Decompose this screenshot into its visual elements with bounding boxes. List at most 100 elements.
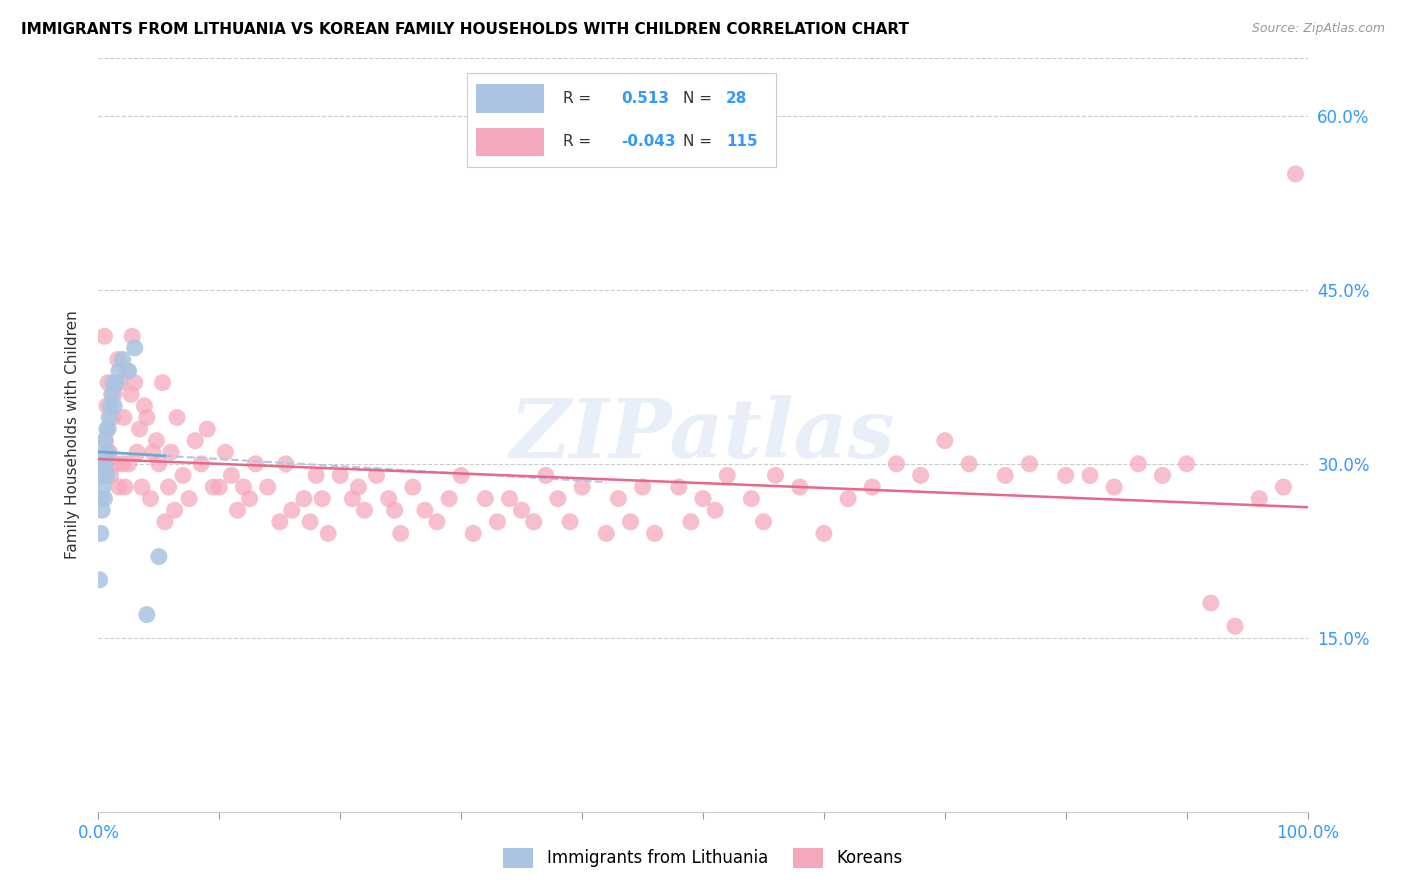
Point	[145, 434, 167, 448]
Point	[142, 445, 165, 459]
Point	[118, 364, 141, 378]
Point	[558, 515, 581, 529]
Point	[128, 422, 150, 436]
Point	[96, 468, 118, 483]
Point	[256, 480, 278, 494]
Y-axis label: Family Households with Children: Family Households with Children	[65, 310, 80, 559]
Point	[384, 503, 406, 517]
Point	[752, 515, 775, 529]
Point	[329, 468, 352, 483]
Point	[105, 376, 128, 390]
Point	[100, 399, 122, 413]
Point	[97, 445, 120, 459]
Point	[299, 515, 322, 529]
Text: ZIPatlas: ZIPatlas	[510, 395, 896, 475]
Point	[789, 480, 811, 494]
Point	[93, 329, 115, 343]
Point	[1102, 480, 1125, 494]
Point	[311, 491, 333, 506]
Point	[94, 445, 117, 459]
Point	[692, 491, 714, 506]
Point	[498, 491, 520, 506]
Point	[160, 445, 183, 459]
Point	[91, 503, 114, 517]
Point	[413, 503, 436, 517]
Point	[112, 410, 135, 425]
Point	[474, 491, 496, 506]
Point	[139, 491, 162, 506]
Point	[124, 341, 146, 355]
Point	[179, 491, 201, 506]
Point	[120, 387, 142, 401]
Point	[305, 468, 328, 483]
Point	[860, 480, 883, 494]
Point	[166, 410, 188, 425]
Point	[97, 376, 120, 390]
Point	[239, 491, 262, 506]
Point	[886, 457, 908, 471]
Point	[232, 480, 254, 494]
Point	[127, 445, 149, 459]
Point	[679, 515, 702, 529]
Point	[111, 457, 134, 471]
Point	[347, 480, 370, 494]
Point	[105, 457, 128, 471]
Point	[377, 491, 399, 506]
Point	[221, 468, 243, 483]
Point	[124, 376, 146, 390]
Point	[89, 573, 111, 587]
Point	[934, 434, 956, 448]
Point	[118, 457, 141, 471]
Point	[910, 468, 932, 483]
Point	[668, 480, 690, 494]
Text: Source: ZipAtlas.com: Source: ZipAtlas.com	[1251, 22, 1385, 36]
Point	[765, 468, 787, 483]
Point	[97, 422, 120, 436]
Point	[813, 526, 835, 541]
Point	[108, 364, 131, 378]
Point	[353, 503, 375, 517]
Point	[1054, 468, 1077, 483]
Point	[103, 399, 125, 413]
Point	[134, 399, 156, 413]
Point	[281, 503, 304, 517]
Legend: Immigrants from Lithuania, Koreans: Immigrants from Lithuania, Koreans	[496, 841, 910, 875]
Point	[190, 457, 212, 471]
Point	[1128, 457, 1150, 471]
Point	[1272, 480, 1295, 494]
Point	[202, 480, 225, 494]
Point	[91, 480, 114, 494]
Point	[547, 491, 569, 506]
Text: IMMIGRANTS FROM LITHUANIA VS KOREAN FAMILY HOUSEHOLDS WITH CHILDREN CORRELATION : IMMIGRANTS FROM LITHUANIA VS KOREAN FAMI…	[21, 22, 910, 37]
Point	[523, 515, 546, 529]
Point	[607, 491, 630, 506]
Point	[93, 468, 115, 483]
Point	[342, 491, 364, 506]
Point	[135, 607, 157, 622]
Point	[437, 491, 460, 506]
Point	[96, 399, 118, 413]
Point	[214, 445, 236, 459]
Point	[91, 468, 114, 483]
Point	[402, 480, 425, 494]
Point	[957, 457, 980, 471]
Point	[486, 515, 509, 529]
Point	[90, 491, 112, 506]
Point	[94, 457, 117, 471]
Point	[98, 410, 121, 425]
Point	[571, 480, 593, 494]
Point	[107, 352, 129, 367]
Point	[93, 491, 115, 506]
Point	[274, 457, 297, 471]
Point	[1284, 167, 1306, 181]
Point	[148, 457, 170, 471]
Point	[108, 480, 131, 494]
Point	[157, 480, 180, 494]
Point	[1078, 468, 1101, 483]
Point	[740, 491, 762, 506]
Point	[91, 457, 114, 471]
Point	[631, 480, 654, 494]
Point	[94, 434, 117, 448]
Point	[98, 445, 121, 459]
Point	[837, 491, 859, 506]
